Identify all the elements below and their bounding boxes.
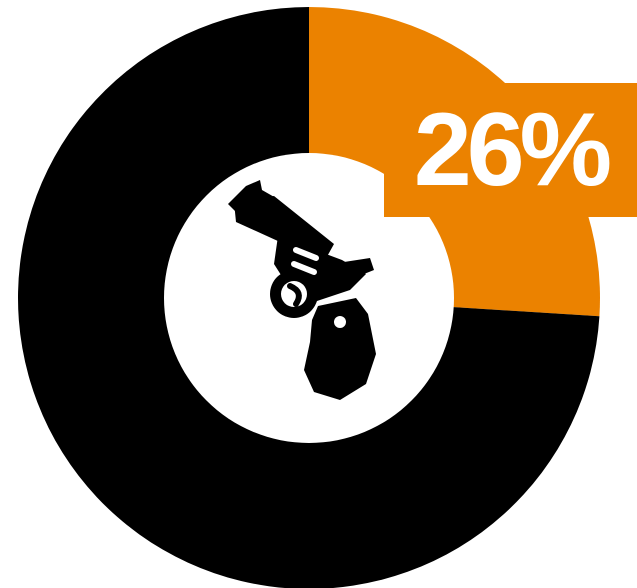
revolver-icon: [228, 180, 376, 400]
percentage-label: 26%: [384, 83, 637, 217]
